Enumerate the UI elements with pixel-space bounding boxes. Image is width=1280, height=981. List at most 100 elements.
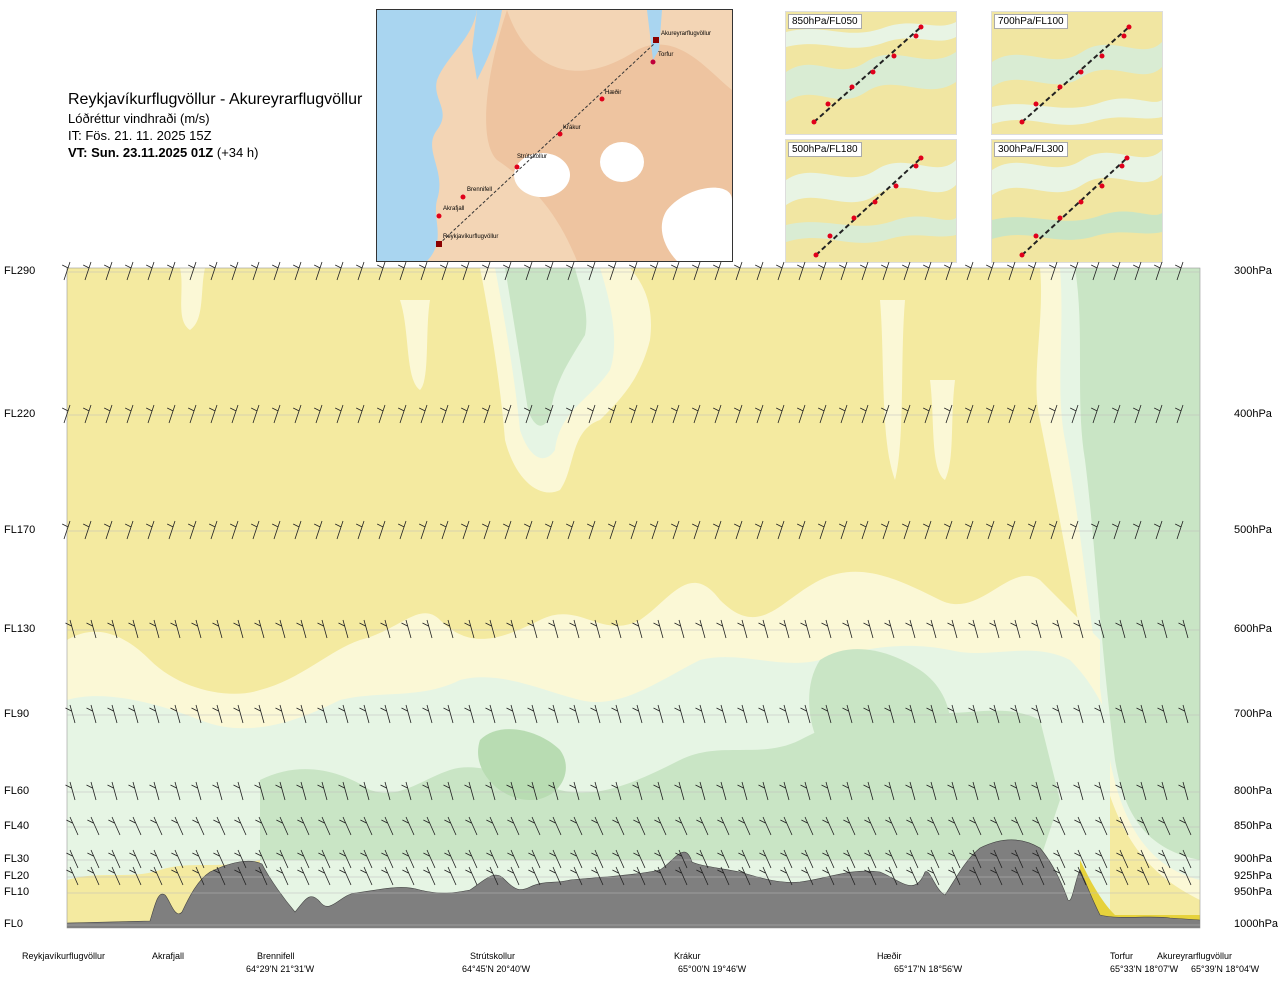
wind-barbs bbox=[62, 261, 1192, 886]
wind-barb bbox=[209, 520, 218, 540]
wind-barb bbox=[1052, 704, 1063, 724]
wind-barb bbox=[293, 261, 302, 281]
waypoint-brennifell: Brennifell bbox=[257, 951, 295, 961]
wind-barb bbox=[317, 619, 328, 639]
wind-barb bbox=[674, 619, 685, 639]
wind-barb bbox=[884, 619, 895, 639]
wind-barb bbox=[254, 704, 265, 724]
wind-barb bbox=[863, 619, 874, 639]
wind-barb bbox=[800, 619, 811, 639]
wind-barb bbox=[717, 849, 730, 869]
wind-barb bbox=[128, 619, 139, 639]
map-wp-torfur bbox=[650, 59, 656, 65]
wind-barb bbox=[402, 866, 415, 886]
wind-barb bbox=[66, 816, 79, 836]
wind-barb bbox=[150, 849, 163, 869]
wind-barb bbox=[255, 849, 268, 869]
hofsjokull-glacier bbox=[600, 142, 644, 182]
wind-barb bbox=[1049, 404, 1058, 424]
wind-barb bbox=[419, 520, 428, 540]
waypoint-haedir-coord: 65°17'N 18°56'W bbox=[894, 964, 963, 974]
wind-barb bbox=[507, 816, 520, 836]
wind-barb bbox=[611, 704, 622, 724]
wind-barb bbox=[822, 816, 835, 836]
wind-barb bbox=[885, 849, 898, 869]
waypoint-strutskollur-coord: 64°45'N 20°40'W bbox=[462, 964, 531, 974]
wind-barb bbox=[822, 849, 835, 869]
wind-barb bbox=[104, 404, 113, 424]
wind-barb bbox=[170, 704, 181, 724]
wind-barb bbox=[465, 866, 478, 886]
wind-barb bbox=[822, 866, 835, 886]
wind-barb bbox=[1158, 816, 1171, 836]
wind-barb bbox=[335, 261, 344, 281]
waypoint-krakur-coord: 65°00'N 19°46'W bbox=[678, 964, 747, 974]
wind-barb bbox=[1070, 520, 1079, 540]
wind-barb bbox=[528, 849, 541, 869]
wind-barb bbox=[65, 704, 76, 724]
wind-barb bbox=[359, 619, 370, 639]
wind-barb bbox=[633, 816, 646, 836]
wind-barb bbox=[129, 849, 142, 869]
wind-barb bbox=[230, 404, 239, 424]
wind-barb bbox=[293, 404, 302, 424]
wind-barb bbox=[87, 866, 100, 886]
wind-barb bbox=[65, 781, 76, 801]
wind-barb bbox=[1028, 404, 1037, 424]
wind-barb bbox=[251, 404, 260, 424]
vatnajokull-glacier bbox=[661, 187, 732, 261]
map-wp-akureyri bbox=[653, 37, 659, 43]
wind-barb bbox=[818, 520, 827, 540]
wind-barb bbox=[629, 261, 638, 281]
wind-barb bbox=[275, 781, 286, 801]
map-label-krakur: Krákur bbox=[563, 125, 581, 131]
wind-barb bbox=[1115, 619, 1126, 639]
wind-barb bbox=[1116, 866, 1129, 886]
wind-barb bbox=[1178, 781, 1189, 801]
route-line bbox=[438, 42, 656, 245]
wind-barb bbox=[167, 404, 176, 424]
wind-barb bbox=[461, 261, 470, 281]
wind-barb bbox=[944, 404, 953, 424]
wind-barb bbox=[191, 704, 202, 724]
fl-label-7: FL30 bbox=[4, 853, 30, 865]
wind-barb bbox=[402, 849, 415, 869]
wind-barb bbox=[1158, 866, 1171, 886]
wind-barb bbox=[444, 866, 457, 886]
wind-barb bbox=[1032, 816, 1045, 836]
wind-barb bbox=[696, 849, 709, 869]
waypoint-reykjavik: Reykjavíkurflugvöllur bbox=[22, 951, 106, 961]
wind-barb bbox=[230, 261, 239, 281]
waypoint-akureyri-coord: 65°39'N 18°04'W bbox=[1191, 964, 1260, 974]
wind-barb bbox=[293, 520, 302, 540]
wind-barb bbox=[906, 816, 919, 836]
wind-barb bbox=[569, 619, 580, 639]
wind-barb bbox=[842, 619, 853, 639]
wind-barb bbox=[1158, 849, 1171, 869]
wind-barb bbox=[717, 816, 730, 836]
wind-barb bbox=[738, 866, 751, 886]
wind-barb bbox=[486, 816, 499, 836]
wind-barb bbox=[83, 404, 92, 424]
wind-barb bbox=[548, 619, 559, 639]
wind-barb bbox=[230, 520, 239, 540]
wind-barb bbox=[1133, 261, 1142, 281]
wind-barb bbox=[83, 261, 92, 281]
wind-barb bbox=[632, 619, 643, 639]
wind-barb bbox=[104, 261, 113, 281]
wind-barb bbox=[944, 261, 953, 281]
wind-barb bbox=[695, 781, 706, 801]
wind-barb bbox=[734, 404, 743, 424]
wind-barb bbox=[906, 849, 919, 869]
wind-barb bbox=[482, 520, 491, 540]
mini-map-850-svg bbox=[786, 12, 956, 134]
wind-barb bbox=[843, 866, 856, 886]
wind-barb bbox=[86, 619, 97, 639]
wind-barb bbox=[1137, 816, 1150, 836]
wind-barb bbox=[587, 261, 596, 281]
wind-barb bbox=[528, 866, 541, 886]
wind-barb bbox=[62, 520, 71, 540]
wind-barb bbox=[1136, 781, 1147, 801]
wind-barb bbox=[695, 619, 706, 639]
wind-barb bbox=[885, 866, 898, 886]
